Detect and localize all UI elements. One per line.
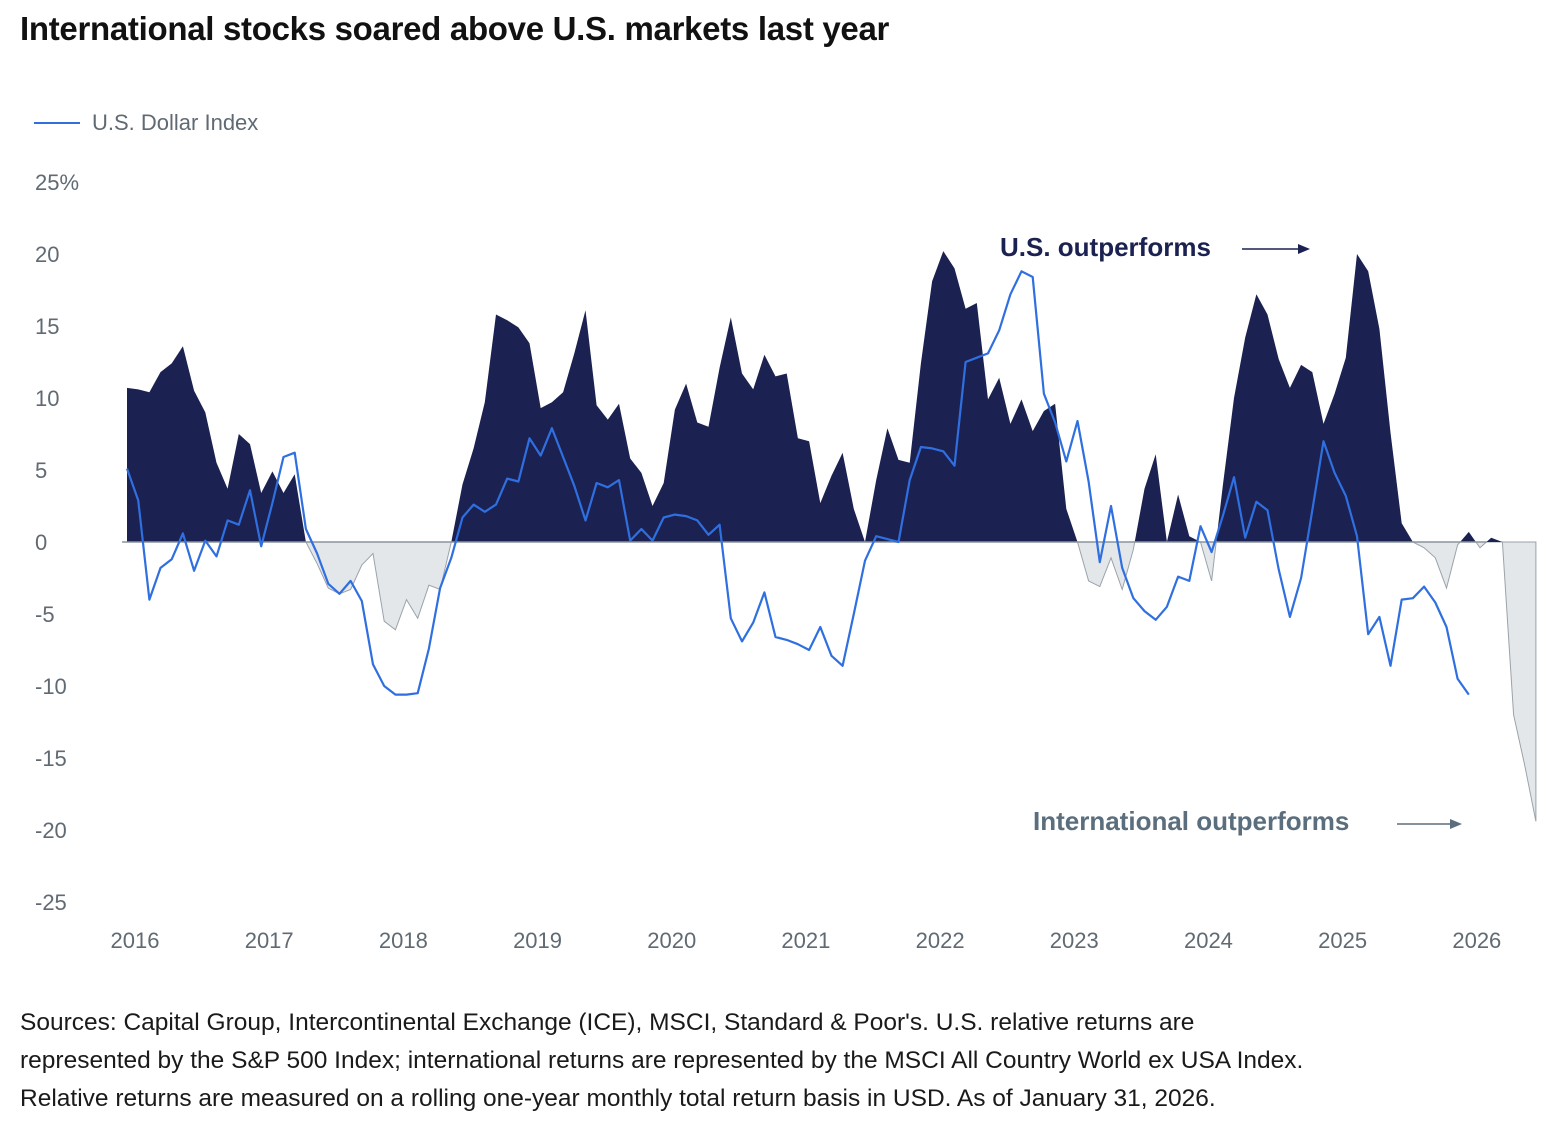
intl-outperforms-label: International outperforms: [1033, 806, 1349, 836]
note-line: Sources: Capital Group, Intercontinental…: [20, 1009, 1195, 1036]
x-tick-label: 2023: [1050, 928, 1099, 953]
note-line: Relative returns are measured on a rolli…: [20, 1085, 1216, 1112]
y-axis-labels: 25% 20 15 10 5 0 -5 -10 -15 -20 -25: [35, 170, 79, 915]
y-tick-label: 5: [35, 458, 47, 483]
x-tick-label: 2025: [1318, 928, 1367, 953]
chart-title: International stocks soared above U.S. m…: [20, 10, 890, 47]
y-tick-label: 15: [35, 314, 59, 339]
x-tick-label: 2018: [379, 928, 428, 953]
y-tick-label: -10: [35, 674, 67, 699]
y-tick-label: 0: [35, 530, 47, 555]
legend: U.S. Dollar Index: [34, 110, 258, 136]
y-tick-label: -25: [35, 890, 67, 915]
legend-line-swatch: [34, 122, 80, 124]
y-tick-label: -5: [35, 602, 55, 627]
x-tick-label: 2026: [1452, 928, 1501, 953]
source-notes: Sources: Capital Group, Intercontinental…: [20, 1004, 1530, 1118]
intl-outperform-area: [127, 541, 1537, 822]
y-tick-label: -15: [35, 746, 67, 771]
x-tick-label: 2019: [513, 928, 562, 953]
y-tick-label: 25%: [35, 170, 79, 195]
y-tick-label: -20: [35, 818, 67, 843]
legend-label: U.S. Dollar Index: [92, 110, 259, 135]
intl-outperforms-arrow: [1397, 819, 1462, 829]
x-tick-label: 2020: [647, 928, 696, 953]
us-outperform-area: [127, 251, 1536, 542]
us-outperforms-arrow: [1242, 244, 1310, 254]
intl-area-path: [127, 541, 1537, 822]
y-tick-label: 10: [35, 386, 59, 411]
dollar-index-line: [125, 270, 1470, 696]
x-tick-label: 2024: [1184, 928, 1233, 953]
us-area-path: [127, 251, 1536, 542]
x-tick-label: 2021: [781, 928, 830, 953]
x-tick-label: 2022: [916, 928, 965, 953]
y-tick-label: 20: [35, 242, 59, 267]
note-line: represented by the S&P 500 Index; intern…: [20, 1047, 1304, 1074]
us-outperforms-label: U.S. outperforms: [1000, 232, 1211, 262]
x-axis-labels: 2016 2017 2018 2019 2020 2021 2022 2023 2024 2025…: [111, 928, 1502, 953]
x-tick-label: 2016: [111, 928, 160, 953]
x-tick-label: 2017: [245, 928, 294, 953]
